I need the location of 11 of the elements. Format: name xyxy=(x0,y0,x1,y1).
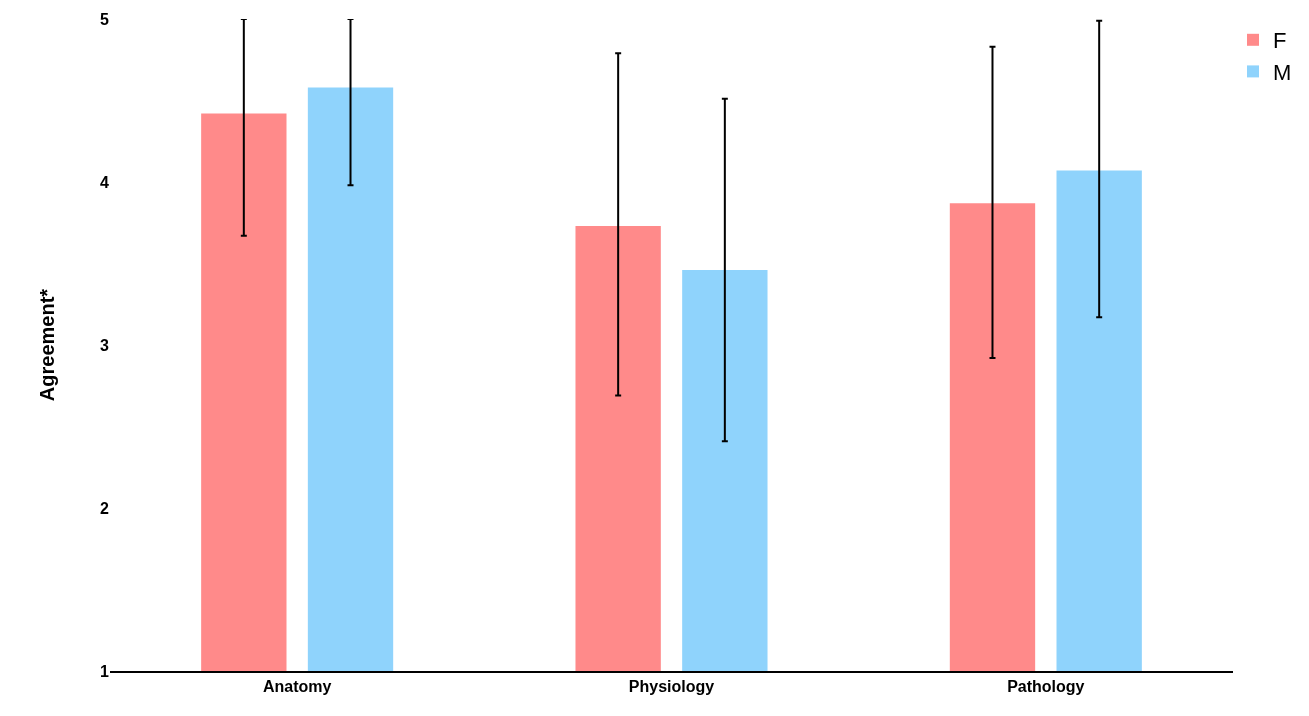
legend-label: M xyxy=(1273,59,1292,85)
y-tick-label: 5 xyxy=(100,10,110,28)
y-axis-title: Agreement* xyxy=(35,288,58,402)
x-tick-label: Pathology xyxy=(1007,678,1085,696)
x-tick-label: Anatomy xyxy=(262,678,332,696)
x-tick-label: Physiology xyxy=(628,678,715,696)
y-tick-label: 3 xyxy=(100,336,110,354)
y-tick-label: 1 xyxy=(100,662,110,680)
y-tick-label: 4 xyxy=(100,173,110,191)
y-tick-label: 2 xyxy=(100,499,110,517)
legend-label: F xyxy=(1273,28,1287,54)
